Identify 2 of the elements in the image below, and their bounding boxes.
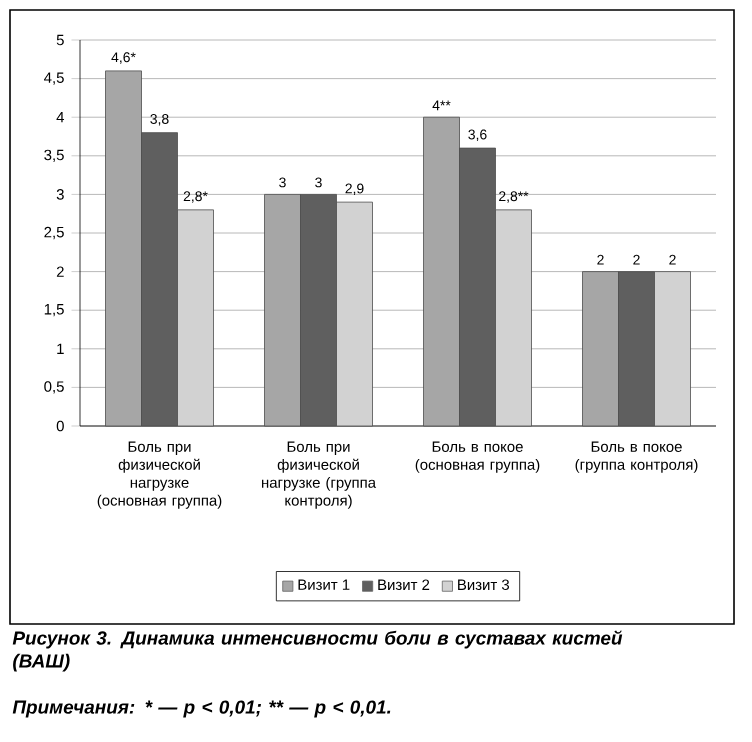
text: Рисунок 3. Динамика интенсивности боли в суставах кистей (ВАШ) [12,630,623,672]
text: Примечания: * — p < 0,01; ** — p < 0,01. [12,700,391,718]
